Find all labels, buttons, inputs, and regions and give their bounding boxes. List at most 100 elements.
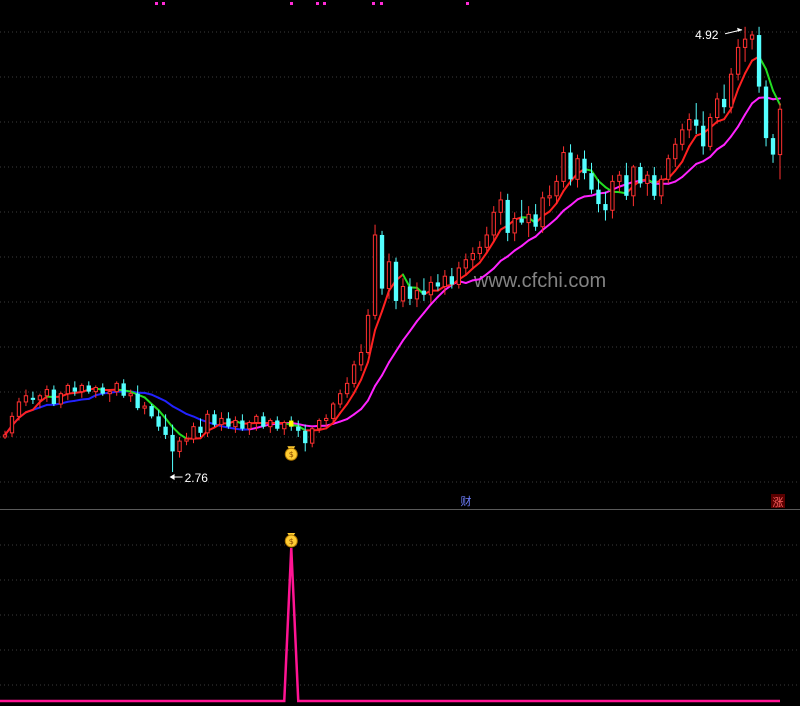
top-dot	[155, 2, 158, 5]
ma-slow-segment	[408, 320, 418, 333]
candle-body-down	[100, 387, 105, 394]
ma-fast-segment	[143, 396, 153, 405]
candle-body-up	[337, 393, 343, 405]
candle-body-down	[589, 173, 594, 190]
candle-body-down	[121, 383, 126, 396]
ma-fast-segment	[346, 391, 356, 405]
ma-slow-segment	[143, 391, 153, 396]
ma-slow-segment	[541, 223, 551, 231]
ma-slow-segment	[520, 239, 530, 247]
ma-slow-segment	[583, 194, 593, 198]
candle-body-up	[575, 158, 580, 180]
candle-body-up	[233, 419, 238, 428]
candle-body-down	[296, 426, 301, 431]
ma-fast-segment	[157, 409, 167, 420]
marker-zhang: 涨	[773, 496, 784, 509]
watermark-group: www.cfchi.com	[473, 270, 606, 292]
candle-body-down	[407, 286, 413, 299]
marker-cai: 财	[461, 494, 472, 508]
ma-fast-segment	[744, 59, 754, 75]
ma-slow-segment	[737, 113, 747, 128]
candle-body-down	[701, 125, 706, 147]
candle-body-up	[23, 395, 29, 403]
candle-body-down	[226, 418, 231, 427]
candle-body-down	[135, 393, 140, 409]
candle-body-up	[631, 166, 636, 197]
ma-slow-segment	[436, 288, 446, 298]
candle-body-up	[351, 364, 357, 384]
ma-fast-segment	[381, 289, 391, 313]
candle-body-down	[519, 218, 524, 223]
high-price-arrowhead	[737, 27, 743, 32]
candle-body-up	[330, 403, 336, 419]
ma-slow-segment	[374, 374, 384, 387]
ma-slow-segment	[388, 350, 397, 364]
candle-body-up	[617, 174, 622, 182]
high-price-label: 4.92	[695, 28, 719, 42]
ma-fast-segment	[401, 273, 411, 289]
ma-slow-segment	[569, 198, 579, 207]
ma-fast-segment	[164, 417, 174, 429]
ma-slow-segment	[709, 148, 719, 158]
ma-fast-segment	[716, 118, 726, 123]
candle-body-up	[554, 180, 559, 197]
ma-slow-segment	[150, 393, 160, 399]
candle-body-down	[156, 416, 161, 427]
ma-fast-segment	[297, 424, 307, 432]
candle-body-up	[344, 382, 350, 395]
marker-zhang-bg	[771, 494, 785, 508]
candle-body-up	[463, 259, 468, 269]
candle-body-up	[79, 384, 84, 393]
ma-fast-segment	[367, 329, 377, 363]
ma-slow-segment	[353, 408, 363, 416]
ma-slow-segment	[702, 155, 712, 163]
candle-body-down	[198, 426, 203, 433]
candle-body-up	[282, 422, 287, 430]
candle-body-up	[58, 393, 64, 405]
ma-slow-segment	[485, 267, 495, 276]
candle-body-down	[596, 189, 601, 205]
candle-body-up	[547, 195, 552, 199]
ma-slow-segment	[73, 398, 83, 402]
ma-fast-segment	[353, 378, 363, 394]
candle-body-down	[624, 175, 629, 196]
candle-body-up	[561, 152, 566, 182]
ma-fast-segment	[562, 180, 572, 192]
candle-body-up	[777, 108, 783, 156]
candle-body-up	[673, 143, 678, 160]
ma-fast-segment	[737, 72, 747, 91]
candle-body-up	[742, 38, 748, 48]
candle-body-down	[163, 426, 168, 435]
candle-body-up	[372, 234, 378, 316]
ma-slow-segment	[527, 235, 537, 242]
ma-slow-segment	[401, 330, 411, 342]
ma-fast-segment	[723, 107, 733, 121]
signal-candle-highlight	[289, 420, 294, 427]
candle-body-down	[170, 434, 175, 452]
candle-body-up	[365, 314, 371, 353]
ma-slow-segment	[534, 228, 544, 238]
candle-body-down	[303, 430, 308, 444]
candle-body-down	[533, 214, 538, 227]
candle-body-down	[763, 86, 769, 139]
ma-fast-segment	[339, 403, 349, 415]
candle-body-down	[51, 389, 57, 404]
candle-body-up	[659, 178, 664, 197]
ma-fast-segment	[150, 403, 160, 412]
candle-body-down	[275, 420, 280, 429]
candle-body-up	[512, 217, 517, 234]
candle-body-up	[93, 387, 98, 393]
ma-slow-segment	[744, 102, 754, 116]
candle-body-up	[44, 389, 50, 397]
top-markers	[155, 2, 469, 5]
ma-slow-segment	[499, 255, 509, 262]
money-bag-symbol: $	[289, 450, 294, 459]
grid	[0, 31, 800, 686]
candle-body-up	[680, 129, 685, 145]
candle-body-up	[749, 34, 755, 40]
top-dot	[372, 2, 375, 5]
candle-body-up	[714, 98, 720, 118]
ma-slow-segment	[220, 425, 230, 429]
ma-slow-segment	[157, 396, 167, 403]
